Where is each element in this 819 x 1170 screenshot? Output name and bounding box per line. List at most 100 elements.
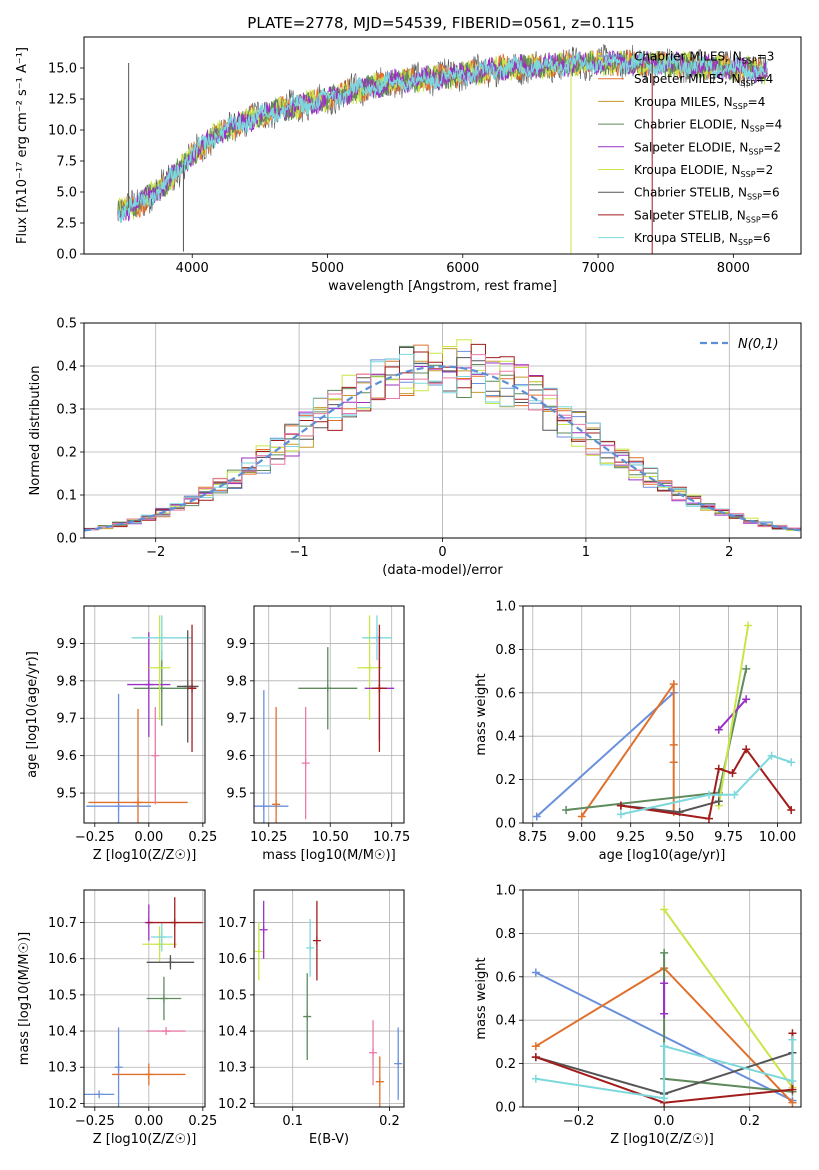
y-tick-label: 0.0: [56, 248, 77, 263]
weight-marker: [744, 621, 753, 630]
y-tick-label: 15.0: [48, 62, 77, 77]
x-tick-label: 0.2: [739, 1114, 760, 1129]
point-marker: [312, 936, 321, 945]
y-tick-label: 10.7: [218, 916, 247, 931]
y-tick-label: 9.5: [56, 787, 77, 802]
histogram-step: [84, 362, 801, 530]
point-marker: [254, 947, 263, 956]
point-marker: [157, 933, 166, 942]
data-point: [84, 1090, 115, 1099]
x-tick-label: 0.0: [654, 1114, 675, 1129]
y-tick-label: 7.5: [56, 155, 77, 170]
x-tick-label: 10.25: [250, 830, 287, 845]
panel-age_vs_Z: −0.25 0.00 0.25 9.5 9.6 9.7 9.8 9.9 Z [log10(Z/Z…: [25, 605, 217, 863]
weight-marker: [669, 740, 678, 749]
data-point: [146, 955, 195, 970]
panel-mass_vs_ebv: 0.1 0.2 10.2 10.3 10.4 10.5 10.6 10.7 E(B-V): [218, 889, 405, 1147]
weight-marker: [660, 1094, 669, 1103]
weight-line: [580, 680, 675, 818]
y-axis-label: Normed distribution: [28, 366, 43, 496]
y-tick-label: 0.8: [495, 927, 516, 942]
histogram-step: [84, 353, 801, 530]
histogram-step: [84, 339, 801, 531]
data-point: [259, 900, 268, 959]
weight-marker: [660, 905, 669, 914]
point-marker: [134, 798, 143, 807]
weight-marker: [788, 1098, 797, 1107]
weight-marker: [660, 1009, 669, 1018]
x-tick-label: −0.25: [75, 830, 115, 845]
x-tick-label: −0.2: [563, 1114, 595, 1129]
point-marker: [259, 925, 268, 934]
x-tick-label: −0.25: [75, 1114, 115, 1129]
y-tick-label: 10.4: [48, 1025, 77, 1040]
legend-entry: N(0,1): [738, 337, 779, 352]
data-point: [88, 708, 188, 823]
plot-area: [86, 615, 199, 823]
point-marker: [303, 1012, 312, 1021]
weight-marker: [562, 805, 571, 814]
x-tick-label: 4000: [176, 261, 209, 276]
point-marker: [166, 958, 175, 967]
weight-marker: [788, 1085, 797, 1094]
y-tick-label: 10.6: [48, 952, 77, 967]
point-marker: [369, 1048, 378, 1057]
weight-line: [717, 625, 750, 806]
point-marker: [375, 1077, 384, 1086]
data-point: [114, 1027, 123, 1107]
point-marker: [114, 802, 123, 811]
weight-marker: [787, 805, 796, 814]
y-tick-label: 9.8: [226, 674, 247, 689]
data-point: [148, 615, 171, 721]
legend-entry: Kroupa ELODIE, NSSP=2: [634, 163, 773, 179]
y-tick-label: 9.9: [226, 637, 247, 652]
figure-title: PLATE=2778, MJD=54539, FIBERID=0561, z=0…: [247, 14, 634, 32]
y-axis-label: mass weight: [474, 673, 489, 755]
y-tick-label: 0.6: [495, 970, 516, 985]
plot-area: [117, 44, 768, 254]
data-point: [127, 632, 171, 737]
point-marker: [375, 684, 384, 693]
axes-frame: [253, 889, 405, 1108]
point-marker: [144, 680, 153, 689]
plot-area: [254, 900, 403, 1107]
weight-marker: [728, 769, 737, 778]
point-marker: [188, 684, 197, 693]
y-tick-label: 0.1: [56, 489, 77, 504]
legend-entry: Salpeter ELODIE, NSSP=2: [634, 140, 781, 156]
x-tick-label: 0.1: [282, 1114, 303, 1129]
point-marker: [155, 663, 164, 672]
y-tick-label: 2.5: [56, 217, 77, 232]
axes-frame: [83, 605, 206, 824]
point-marker: [323, 684, 332, 693]
weight-line: [620, 747, 793, 820]
weight-marker: [616, 810, 625, 819]
y-tick-label: 0.4: [495, 1014, 516, 1029]
plot-area: [254, 615, 395, 823]
weight-marker: [531, 1042, 540, 1051]
spectrum-line: [117, 50, 768, 222]
weight-marker: [742, 695, 751, 704]
y-tick-label: 0.0: [495, 1101, 516, 1116]
panel-residuals: −2 −1 0 1 2 0.0 0.1 0.2 0.3 0.4 0.5 (data-model)/er…: [28, 317, 802, 578]
axes-frame: [83, 322, 802, 539]
weight-marker: [669, 758, 678, 767]
x-tick-label: 2: [725, 545, 733, 560]
y-tick-label: 10.3: [48, 1061, 77, 1076]
x-tick-label: 0.25: [188, 830, 217, 845]
data-point: [254, 690, 289, 823]
x-axis-label: E(B-V): [309, 1132, 349, 1147]
point-marker: [259, 802, 268, 811]
y-tick-label: 0.4: [495, 730, 516, 745]
y-tick-label: 5.0: [56, 186, 77, 201]
point-marker: [114, 1063, 123, 1072]
y-tick-label: 9.9: [56, 637, 77, 652]
x-tick-label: 10.00: [759, 830, 796, 845]
axes-frame: [83, 36, 802, 255]
point-marker: [144, 1070, 153, 1079]
plot-area: [532, 621, 796, 823]
point-marker: [157, 633, 166, 642]
y-tick-label: 1.0: [495, 600, 516, 615]
data-point: [394, 1027, 403, 1100]
